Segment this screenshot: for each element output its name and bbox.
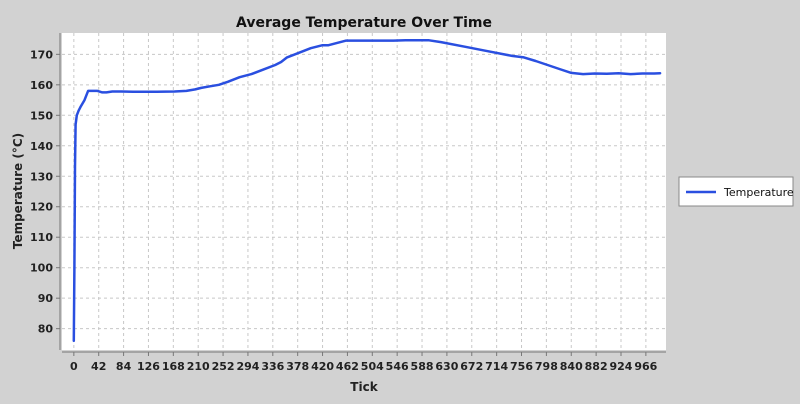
x-axis-ticks: 0 42 84 126 168 210 252 294 336 378 420 462 504 546 58…: [70, 352, 658, 373]
x-tick-label: 588: [411, 360, 434, 373]
legend: Temperature: [678, 176, 794, 207]
y-axis-ticks: 80 90 100 110 120 130 140 150 160 170: [30, 48, 60, 336]
y-tick-label: 140: [30, 140, 53, 153]
series-layer: [72, 39, 662, 343]
x-tick-label: 84: [116, 360, 132, 373]
y-tick-label: 100: [30, 262, 53, 275]
y-tick-label: 170: [30, 48, 53, 61]
x-tick-label: 504: [361, 360, 384, 373]
x-tick-label: 210: [187, 360, 210, 373]
y-tick-label: 160: [30, 79, 53, 92]
x-tick-label: 756: [510, 360, 533, 373]
x-axis-title: Tick: [350, 380, 378, 394]
x-tick-label: 882: [585, 360, 608, 373]
x-tick-label: 420: [311, 360, 334, 373]
plot-area: [62, 33, 666, 350]
x-tick-label: 0: [70, 360, 78, 373]
x-tick-label: 546: [386, 360, 409, 373]
x-tick-label: 798: [535, 360, 558, 373]
x-tick-label: 336: [261, 360, 284, 373]
chart-title: Average Temperature Over Time: [236, 15, 492, 31]
y-axis-title: Temperature (°C): [11, 133, 25, 249]
x-tick-label: 462: [336, 360, 359, 373]
x-tick-label: 672: [460, 360, 483, 373]
y-tick-label: 80: [38, 323, 54, 336]
grid-lines: [62, 33, 666, 350]
x-tick-label: 924: [610, 360, 633, 373]
y-tick-label: 120: [30, 201, 53, 214]
x-tick-label: 714: [485, 360, 508, 373]
y-tick-label: 150: [30, 109, 53, 122]
x-tick-label: 378: [286, 360, 309, 373]
x-tick-label: 840: [560, 360, 583, 373]
x-tick-label: 966: [634, 360, 657, 373]
series-line-temperature: [72, 39, 662, 343]
y-tick-label: 90: [38, 292, 54, 305]
legend-label-temperature: Temperature: [723, 186, 794, 199]
y-tick-label: 110: [30, 231, 53, 244]
x-tick-label: 42: [91, 360, 106, 373]
x-tick-label: 126: [137, 360, 160, 373]
y-tick-label: 130: [30, 170, 53, 183]
x-tick-label: 294: [236, 360, 259, 373]
x-tick-label: 630: [435, 360, 458, 373]
x-tick-label: 168: [162, 360, 185, 373]
x-tick-label: 252: [212, 360, 235, 373]
